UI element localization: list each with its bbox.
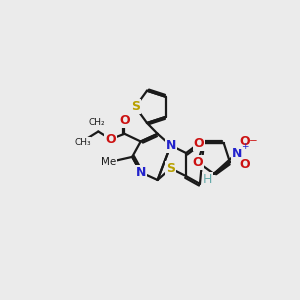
Text: O: O xyxy=(194,136,205,149)
Text: N: N xyxy=(232,146,242,160)
Text: S: S xyxy=(166,162,175,175)
Text: CH₂: CH₂ xyxy=(88,118,105,127)
Text: O: O xyxy=(239,135,250,148)
Text: Me: Me xyxy=(101,157,117,166)
Text: O: O xyxy=(192,156,203,169)
Text: O: O xyxy=(105,133,116,146)
Text: N: N xyxy=(166,139,176,152)
Text: CH₃: CH₃ xyxy=(75,138,91,147)
Text: O: O xyxy=(119,114,130,127)
Text: −: − xyxy=(249,136,258,146)
Text: S: S xyxy=(131,100,140,113)
Text: +: + xyxy=(242,142,249,151)
Text: N: N xyxy=(136,166,146,179)
Text: O: O xyxy=(239,158,250,171)
Text: H: H xyxy=(203,173,212,186)
